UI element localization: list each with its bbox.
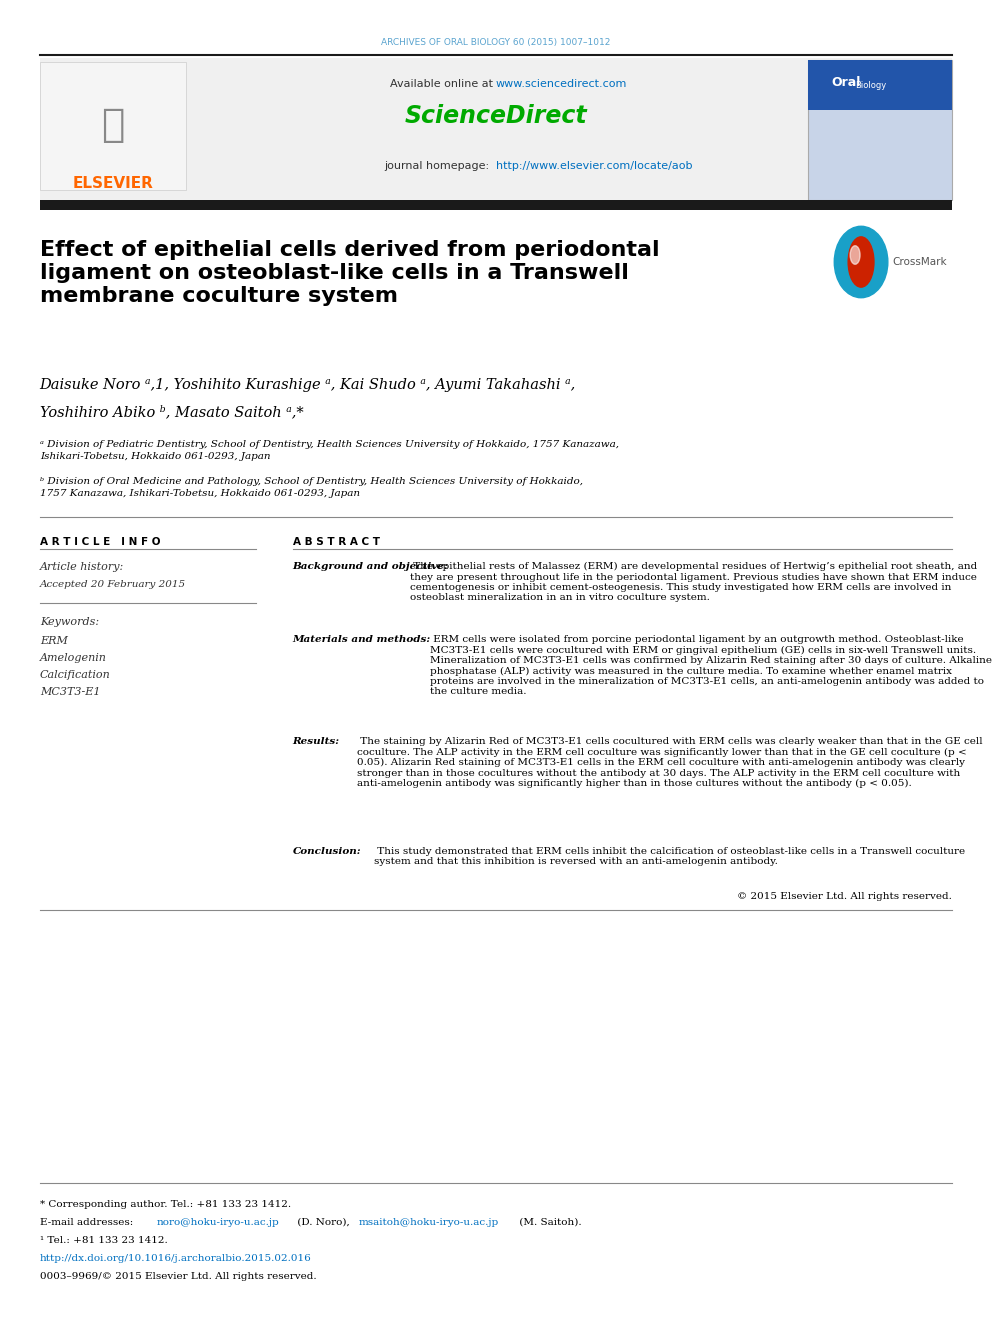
Text: E-mail addresses:: E-mail addresses:	[40, 1218, 136, 1226]
Text: ARCHIVES OF ORAL BIOLOGY 60 (2015) 1007–1012: ARCHIVES OF ORAL BIOLOGY 60 (2015) 1007–…	[381, 37, 611, 46]
Text: http://www.elsevier.com/locate/aob: http://www.elsevier.com/locate/aob	[496, 161, 692, 171]
Text: ERM: ERM	[40, 636, 67, 646]
Text: ScienceDirect: ScienceDirect	[405, 105, 587, 128]
Text: ᵇ Division of Oral Medicine and Pathology, School of Dentistry, Health Sciences : ᵇ Division of Oral Medicine and Patholog…	[40, 478, 582, 499]
Text: Materials and methods:: Materials and methods:	[293, 635, 431, 644]
Text: * Corresponding author. Tel.: +81 133 23 1412.: * Corresponding author. Tel.: +81 133 23…	[40, 1200, 291, 1209]
Text: Keywords:: Keywords:	[40, 617, 99, 627]
Text: 🌳: 🌳	[101, 106, 125, 144]
Text: ERM cells were isolated from porcine periodontal ligament by an outgrowth method: ERM cells were isolated from porcine per…	[430, 635, 992, 696]
Text: noro@hoku-iryo-u.ac.jp: noro@hoku-iryo-u.ac.jp	[157, 1218, 280, 1226]
Text: ᵃ Division of Pediatric Dentistry, School of Dentistry, Health Sciences Universi: ᵃ Division of Pediatric Dentistry, Schoo…	[40, 441, 619, 462]
Text: A R T I C L E   I N F O: A R T I C L E I N F O	[40, 537, 160, 546]
Text: Available online at: Available online at	[390, 79, 496, 89]
Text: www.sciencedirect.com: www.sciencedirect.com	[496, 79, 627, 89]
Text: The epithelial rests of Malassez (ERM) are developmental residues of Hertwig’s e: The epithelial rests of Malassez (ERM) a…	[410, 562, 977, 602]
Text: MC3T3-E1: MC3T3-E1	[40, 687, 100, 697]
FancyBboxPatch shape	[808, 60, 952, 110]
Text: This study demonstrated that ERM cells inhibit the calcification of osteoblast-l: This study demonstrated that ERM cells i…	[374, 847, 965, 867]
Text: Background and objective:: Background and objective:	[293, 562, 448, 572]
Circle shape	[834, 226, 888, 298]
Text: A B S T R A C T: A B S T R A C T	[293, 537, 380, 546]
FancyBboxPatch shape	[40, 58, 952, 200]
Ellipse shape	[850, 246, 860, 265]
Text: The staining by Alizarin Red of MC3T3-E1 cells cocultured with ERM cells was cle: The staining by Alizarin Red of MC3T3-E1…	[357, 737, 983, 789]
Text: Accepted 20 February 2015: Accepted 20 February 2015	[40, 579, 186, 589]
Text: Yoshihiro Abiko ᵇ, Masato Saitoh ᵃ,*: Yoshihiro Abiko ᵇ, Masato Saitoh ᵃ,*	[40, 405, 304, 419]
Text: © 2015 Elsevier Ltd. All rights reserved.: © 2015 Elsevier Ltd. All rights reserved…	[737, 892, 952, 901]
Text: Biology: Biology	[831, 86, 863, 94]
Text: ELSEVIER: ELSEVIER	[72, 176, 154, 191]
Text: msaitoh@hoku-iryo-u.ac.jp: msaitoh@hoku-iryo-u.ac.jp	[359, 1218, 499, 1226]
Text: CrossMark: CrossMark	[893, 257, 947, 267]
Text: Conclusion:: Conclusion:	[293, 847, 361, 856]
Text: journal homepage:: journal homepage:	[384, 161, 496, 171]
Text: Biology: Biology	[855, 81, 887, 90]
Text: http://dx.doi.org/10.1016/j.archoralbio.2015.02.016: http://dx.doi.org/10.1016/j.archoralbio.…	[40, 1254, 311, 1263]
Text: (M. Saitoh).: (M. Saitoh).	[516, 1218, 581, 1226]
FancyBboxPatch shape	[808, 60, 952, 200]
Text: Article history:: Article history:	[40, 562, 124, 572]
Text: Oral: Oral	[831, 75, 861, 89]
Text: Calcification: Calcification	[40, 669, 110, 680]
Text: 0003–9969/© 2015 Elsevier Ltd. All rights reserved.: 0003–9969/© 2015 Elsevier Ltd. All right…	[40, 1271, 316, 1281]
FancyBboxPatch shape	[40, 200, 952, 210]
Text: Daisuke Noro ᵃ,1, Yoshihito Kurashige ᵃ, Kai Shudo ᵃ, Ayumi Takahashi ᵃ,: Daisuke Noro ᵃ,1, Yoshihito Kurashige ᵃ,…	[40, 378, 576, 392]
Text: (D. Noro),: (D. Noro),	[294, 1218, 352, 1226]
Text: Results:: Results:	[293, 737, 340, 746]
Ellipse shape	[848, 237, 874, 287]
FancyBboxPatch shape	[40, 62, 186, 191]
Text: Effect of epithelial cells derived from periodontal
ligament on osteoblast-like : Effect of epithelial cells derived from …	[40, 239, 660, 307]
Text: Amelogenin: Amelogenin	[40, 654, 106, 663]
Text: ¹ Tel.: +81 133 23 1412.: ¹ Tel.: +81 133 23 1412.	[40, 1236, 168, 1245]
Text: Oral: Oral	[831, 69, 861, 82]
